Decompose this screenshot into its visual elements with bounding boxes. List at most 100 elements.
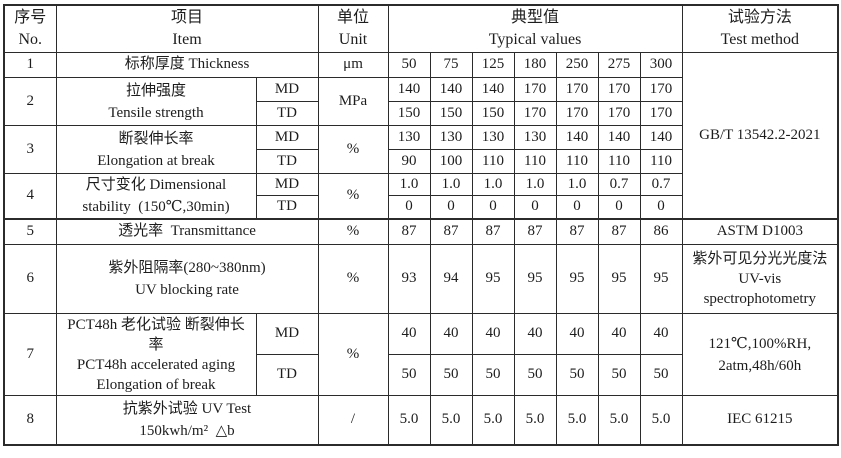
value-cell: 170 [555,77,599,102]
value-cell: 140 [597,125,641,150]
value-cell: 5.0 [639,395,683,446]
header-typical-en: Typical values [488,31,582,48]
item-line-zh: 断裂伸长率 [118,130,194,147]
method-line-en-1: UV-vis [738,271,782,287]
item-line-zh: 紫外阻隔率(280~380nm) [108,260,266,276]
value-cell: 125 [471,52,515,78]
method-line-1: 121℃,100%RH, [708,335,812,352]
row-pct-aging-md: 7 PCT48h 老化试验 断裂伸长率 PCT48h accelerated a… [3,313,839,396]
row-number: 1 [3,52,57,78]
item-label: PCT48h 老化试验 断裂伸长率 PCT48h accelerated agi… [55,313,257,396]
value-cell: 50 [471,354,515,396]
value-cell: 130 [429,125,473,150]
value-cell: 40 [639,313,683,355]
method-label: 121℃,100%RH, 2atm,48h/60h [681,313,839,396]
value-cell: 87 [429,218,473,245]
value-cell: 50 [639,354,683,396]
unit-label: % [317,173,389,220]
item-label: 标称厚度 Thickness [55,52,319,78]
header-no-zh: 序号 [14,9,47,26]
row-uv-test: 8 抗紫外试验 UV Test 150kwh/m² △b / 5.0 5.0 5… [3,395,839,446]
value-cell: 95 [471,244,515,314]
item-line-zh: 拉伸强度 [125,82,186,99]
value-cell: 75 [429,52,473,78]
value-cell: 50 [555,354,599,396]
row-number: 2 [3,77,57,126]
value-cell: 110 [639,149,683,174]
unit-label: MPa [317,77,389,126]
value-cell: 180 [513,52,557,78]
value-cell: 100 [429,149,473,174]
direction-label-td: TD [255,101,319,126]
value-cell: 0 [429,195,473,220]
value-cell: 140 [471,77,515,102]
value-cell: 1.0 [387,172,431,197]
value-cell: 0.7 [639,172,683,197]
item-label: 尺寸变化 Dimensional stability (150℃,30min) [55,173,257,220]
value-cell: 87 [513,218,557,245]
item-line-2: stability (150℃,30min) [82,199,230,215]
unit-label: μm [317,52,389,78]
direction-label-md: MD [255,172,319,197]
method-label: IEC 61215 [681,395,839,446]
unit-label: % [317,244,389,314]
item-label: 拉伸强度 Tensile strength [55,77,257,126]
row-transmittance: 5 透光率 Transmittance % 87 87 87 87 87 87 … [3,218,839,245]
header-typical-values: 典型值 Typical values [387,4,683,53]
value-cell: 1.0 [513,172,557,197]
unit-label: % [317,313,389,396]
value-cell: 140 [429,77,473,102]
unit-label: / [317,395,389,446]
header-unit-en: Unit [338,31,368,48]
row-dimensional-md: 4 尺寸变化 Dimensional stability (150℃,30min… [3,172,838,220]
value-cell: 5.0 [429,395,473,446]
row-elongation-td: TD 90 100 110 110 110 110 110 [4,149,838,174]
value-cell: 170 [555,101,599,126]
value-cell: 1.0 [555,172,599,197]
method-line-en-2: spectrophotometry [703,291,817,307]
row-number: 6 [3,244,57,314]
value-cell: 170 [597,77,641,102]
value-cell: 170 [639,77,683,102]
row-thickness: 1 标称厚度 Thickness μm 50 75 125 180 250 27… [3,52,839,220]
value-cell: 0.7 [597,172,641,197]
row-number: 3 [3,125,57,174]
method-label: 紫外可见分光光度法 UV-vis spectrophotometry [681,244,839,314]
header-typical-zh: 典型值 [511,9,560,26]
direction-label-td: TD [255,354,319,396]
value-cell: 110 [597,149,641,174]
value-cell: 140 [555,125,599,150]
value-cell: 250 [555,52,599,78]
value-cell: 0 [555,195,599,220]
value-cell: 40 [513,313,557,355]
value-cell: 95 [597,244,641,314]
row-number: 7 [3,313,57,396]
direction-label-td: TD [255,149,319,174]
value-cell: 300 [639,52,683,78]
item-line-en: Tensile strength [108,104,204,121]
row-uv-blocking: 6 紫外阻隔率(280~380nm) UV blocking rate % 93… [3,244,839,314]
header-method-en: Test method [720,31,800,48]
value-cell: 130 [513,125,557,150]
value-cell: 86 [639,218,683,245]
value-cell: 40 [429,313,473,355]
header-item-en: Item [172,31,202,48]
header-test-method: 试验方法 Test method [681,4,839,53]
method-line-zh: 紫外可见分光光度法 [692,251,828,267]
item-line-en-2: Elongation of break [96,376,216,393]
header-unit: 单位 Unit [317,4,389,53]
value-cell: 87 [387,218,431,245]
value-cell: 95 [639,244,683,314]
value-cell: 87 [471,218,515,245]
item-line-en: UV blocking rate [135,282,239,298]
header-no-en: No. [18,31,43,48]
value-cell: 94 [429,244,473,314]
value-cell: 87 [555,218,599,245]
row-number: 5 [3,218,57,245]
value-cell: 50 [387,52,431,78]
value-cell: 140 [639,125,683,150]
direction-label-md: MD [255,313,319,355]
value-cell: 5.0 [387,395,431,446]
value-cell: 170 [513,101,557,126]
row-tensile-md: 2 拉伸强度 Tensile strength MD MPa 140 140 1… [3,77,838,126]
